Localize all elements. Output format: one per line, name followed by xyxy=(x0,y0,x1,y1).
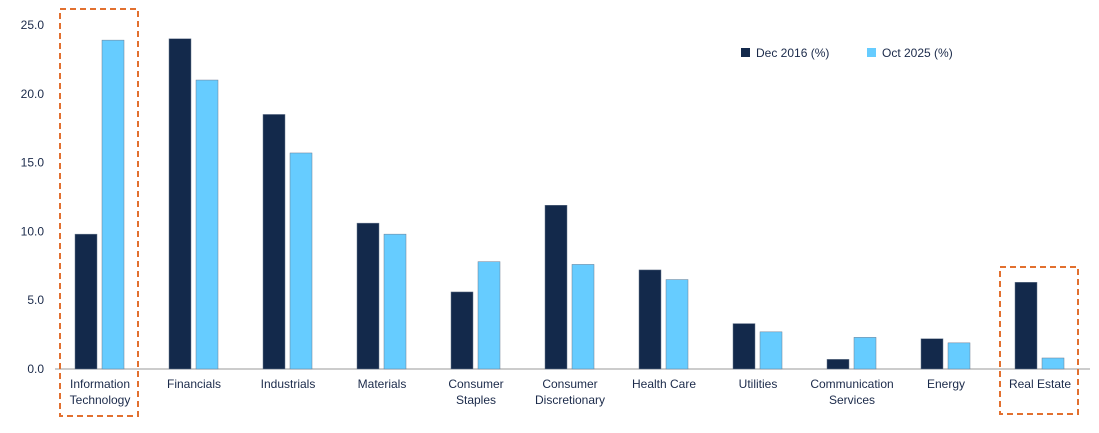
y-tick-label: 10.0 xyxy=(21,224,45,238)
bar-oct-2025 xyxy=(759,331,783,370)
bar-oct-2025 xyxy=(947,342,971,370)
bar-dec-2016 xyxy=(1014,282,1038,370)
bar-oct-2025 xyxy=(571,264,595,370)
bar-dec-2016 xyxy=(638,269,662,370)
bar-dec-2016 xyxy=(168,38,192,370)
bar-oct-2025 xyxy=(195,79,219,370)
bar-dec-2016 xyxy=(74,233,98,370)
legend-swatch xyxy=(741,48,750,57)
bar-dec-2016 xyxy=(356,222,380,370)
x-tick-label: Consumer xyxy=(448,377,503,391)
bar-oct-2025 xyxy=(665,279,689,370)
y-tick-label: 15.0 xyxy=(21,156,45,170)
x-tick-label: Real Estate xyxy=(1009,377,1071,391)
x-tick-label: Staples xyxy=(456,393,496,407)
x-tick-label: Consumer xyxy=(542,377,597,391)
x-tick-label: Services xyxy=(829,393,875,407)
legend-label: Oct 2025 (%) xyxy=(882,46,953,60)
bar-dec-2016 xyxy=(826,359,850,370)
x-tick-label: Industrials xyxy=(261,377,316,391)
bar-dec-2016 xyxy=(920,338,944,370)
x-tick-label: Technology xyxy=(70,393,131,407)
legend-label: Dec 2016 (%) xyxy=(756,46,829,60)
bar-oct-2025 xyxy=(289,152,313,370)
bar-oct-2025 xyxy=(1041,357,1065,370)
y-tick-label: 0.0 xyxy=(27,362,44,376)
highlight-box xyxy=(59,8,139,417)
bar-oct-2025 xyxy=(853,337,877,370)
x-tick-label: Materials xyxy=(358,377,407,391)
x-tick-label: Communication xyxy=(810,377,893,391)
x-tick-label: Energy xyxy=(927,377,965,391)
bar-oct-2025 xyxy=(101,39,125,370)
highlight-box xyxy=(999,266,1079,415)
x-tick-label: Financials xyxy=(167,377,221,391)
y-tick-label: 25.0 xyxy=(21,18,45,32)
bar-dec-2016 xyxy=(262,114,286,370)
legend-swatch xyxy=(867,48,876,57)
x-tick-label: Utilities xyxy=(739,377,778,391)
x-tick-label: Discretionary xyxy=(535,393,605,407)
bar-oct-2025 xyxy=(477,261,501,370)
bar-dec-2016 xyxy=(732,323,756,370)
x-tick-label: Health Care xyxy=(632,377,696,391)
bar-dec-2016 xyxy=(544,205,568,370)
x-tick-label: Information xyxy=(70,377,130,391)
y-tick-label: 5.0 xyxy=(27,293,44,307)
bar-oct-2025 xyxy=(383,233,407,370)
y-tick-label: 20.0 xyxy=(21,87,45,101)
bar-dec-2016 xyxy=(450,291,474,370)
